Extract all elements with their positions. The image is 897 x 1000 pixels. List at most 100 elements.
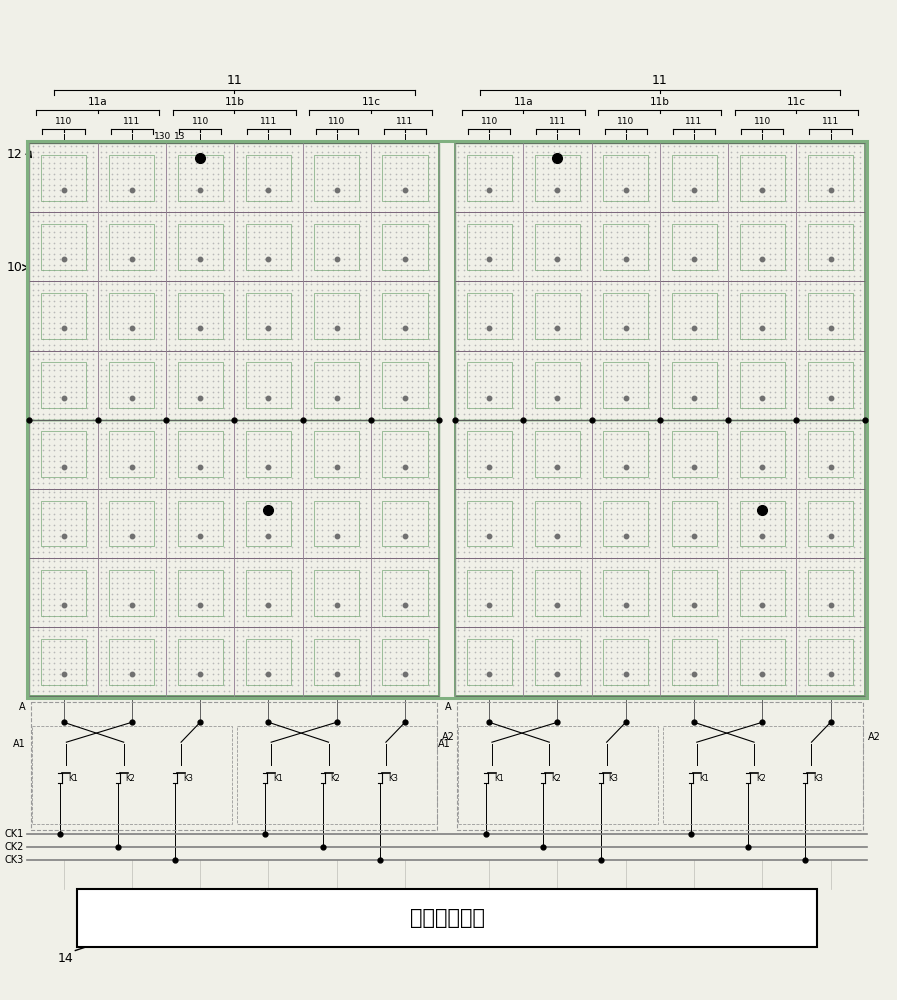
Bar <box>808 293 853 339</box>
Point <box>631 320 646 336</box>
Point <box>604 661 618 677</box>
Point <box>501 273 515 289</box>
Point <box>677 586 692 602</box>
Point <box>489 564 503 580</box>
Point <box>762 357 777 373</box>
Point <box>457 144 471 160</box>
Point <box>74 539 89 555</box>
Point <box>762 661 777 677</box>
Point <box>710 251 725 267</box>
Point <box>740 644 754 660</box>
Point <box>285 431 300 447</box>
Point <box>677 287 692 303</box>
Point <box>378 287 392 303</box>
Point <box>161 655 176 671</box>
Point <box>247 661 261 677</box>
Point <box>792 207 806 223</box>
Point <box>336 240 351 256</box>
Point <box>694 613 709 629</box>
Point <box>405 177 420 193</box>
Point <box>506 368 520 384</box>
Point <box>740 257 754 273</box>
Point <box>236 500 250 516</box>
Point <box>383 240 397 256</box>
Point <box>735 580 749 596</box>
Point <box>217 326 231 342</box>
Point <box>648 481 662 497</box>
Point <box>30 240 45 256</box>
Point <box>768 470 782 486</box>
Point <box>648 442 662 458</box>
Point <box>666 506 681 522</box>
Point <box>609 420 623 436</box>
Point <box>222 282 237 298</box>
Point <box>495 564 509 580</box>
Point <box>173 602 187 618</box>
Point <box>588 166 602 182</box>
Point <box>132 395 146 411</box>
Point <box>614 287 629 303</box>
Point <box>773 282 788 298</box>
Point <box>416 586 431 602</box>
Point <box>304 138 318 154</box>
Point <box>285 406 300 422</box>
Point <box>637 533 651 549</box>
Point <box>546 246 561 262</box>
Point <box>93 464 108 480</box>
Point <box>48 453 62 469</box>
Point <box>593 481 607 497</box>
Point <box>451 218 466 234</box>
Point <box>656 193 670 209</box>
Point <box>285 639 300 655</box>
Point <box>405 580 420 596</box>
Point <box>161 575 176 591</box>
Point <box>143 287 157 303</box>
Point <box>343 655 357 671</box>
Point <box>530 406 544 422</box>
Point <box>25 677 39 693</box>
Point <box>236 213 250 229</box>
Point <box>836 246 850 262</box>
Point <box>93 155 108 171</box>
Point <box>291 442 305 458</box>
Point <box>211 639 225 655</box>
Point <box>814 235 829 251</box>
Point <box>126 533 141 549</box>
Point <box>530 511 544 527</box>
Point <box>563 193 578 209</box>
Point <box>359 379 373 395</box>
Point <box>291 298 305 314</box>
Point <box>200 155 214 171</box>
Point <box>489 282 503 298</box>
Point <box>768 315 782 331</box>
Point <box>189 639 204 655</box>
Point <box>574 619 588 635</box>
Point <box>268 661 283 677</box>
Point <box>168 459 182 475</box>
Point <box>501 166 515 182</box>
Point <box>222 315 237 331</box>
Point <box>473 495 487 511</box>
Point <box>831 400 845 416</box>
Point <box>536 420 550 436</box>
Point <box>422 262 436 278</box>
Point <box>705 484 719 500</box>
Point <box>427 251 441 267</box>
Point <box>359 298 373 314</box>
Point <box>189 550 204 566</box>
Point <box>588 282 602 298</box>
Point <box>716 655 730 671</box>
Point <box>315 395 329 411</box>
Point <box>320 138 335 154</box>
Point <box>257 622 272 638</box>
Point <box>205 240 220 256</box>
Point <box>148 550 162 566</box>
Bar <box>455 143 865 420</box>
Point <box>716 362 730 378</box>
Point <box>211 650 225 666</box>
Point <box>195 287 209 303</box>
Point <box>336 506 351 522</box>
Point <box>173 218 187 234</box>
Point <box>326 149 340 165</box>
Point <box>299 591 313 607</box>
